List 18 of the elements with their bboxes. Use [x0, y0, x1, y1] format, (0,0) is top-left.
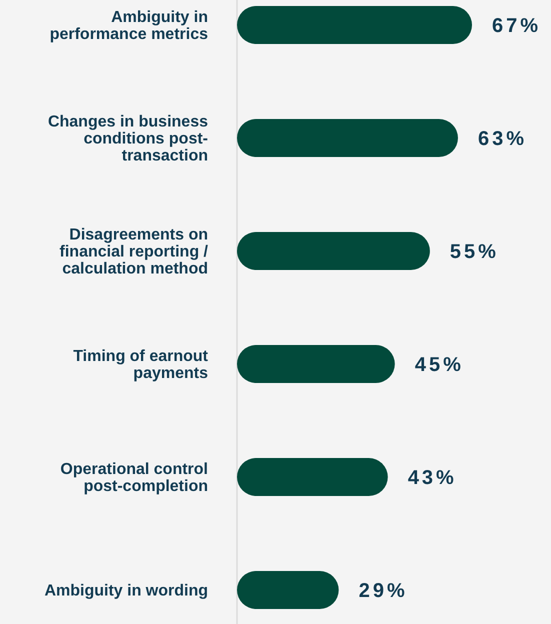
- y-tick-label: Ambiguity in performance metrics: [50, 9, 208, 44]
- bar: [237, 345, 395, 383]
- y-tick-label: Ambiguity in wording: [44, 582, 208, 600]
- y-tick-label: Timing of earnout payments: [73, 348, 209, 382]
- y-tick-label: Operational control post-completion: [60, 461, 208, 496]
- data-label: 63%: [478, 128, 527, 150]
- data-label: 43%: [408, 467, 457, 489]
- bar: [237, 6, 472, 44]
- data-label: 55%: [450, 241, 499, 263]
- bar: [237, 119, 458, 157]
- y-tick-label: Changes in business conditions post-transaction: [48, 114, 208, 165]
- data-label: 67%: [492, 15, 542, 37]
- bar: [237, 458, 388, 496]
- bar: [237, 232, 430, 270]
- bar: [237, 571, 339, 609]
- data-label: 29%: [358, 580, 408, 602]
- y-tick-label: Disagreements on financial reporting / calculation method: [60, 226, 209, 278]
- data-label: 45%: [414, 354, 464, 376]
